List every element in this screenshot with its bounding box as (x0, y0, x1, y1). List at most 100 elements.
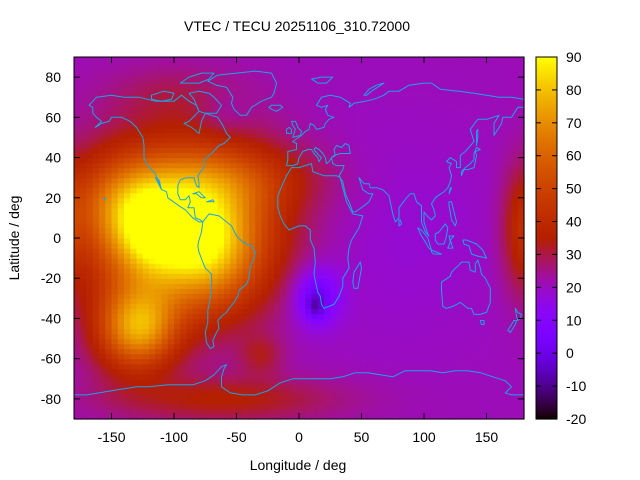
heatmap-cell (142, 393, 150, 400)
heatmap-cell (405, 288, 413, 294)
heatmap-cell (311, 268, 319, 274)
heatmap-cell (399, 102, 406, 108)
heatmap-cell (199, 338, 206, 345)
heatmap-cell (174, 92, 181, 98)
heatmap-cell (167, 122, 175, 128)
heatmap-cell (499, 243, 506, 249)
heatmap-cell (136, 248, 144, 254)
heatmap-cell (92, 112, 100, 118)
heatmap-cell (186, 363, 194, 370)
heatmap-cell (430, 303, 438, 309)
heatmap-cell (411, 308, 419, 315)
heatmap-cell (155, 57, 163, 63)
heatmap-cell (311, 308, 319, 315)
heatmap-cell (174, 107, 181, 113)
heatmap-cell (261, 403, 269, 410)
heatmap-cell (130, 57, 138, 63)
heatmap-cell (411, 207, 419, 214)
heatmap-cell (74, 358, 81, 365)
heatmap-cell (411, 197, 419, 204)
heatmap-cell (436, 117, 444, 123)
heatmap-cell (149, 278, 156, 284)
heatmap-cell (199, 363, 206, 370)
heatmap-cell (124, 308, 131, 315)
heatmap-cell (130, 368, 138, 375)
heatmap-cell (92, 127, 100, 134)
heatmap-cell (80, 363, 88, 370)
heatmap-cell (311, 368, 319, 375)
heatmap-cell (374, 187, 381, 194)
heatmap-cell (392, 353, 400, 360)
heatmap-cell (217, 368, 225, 375)
heatmap-cell (405, 97, 413, 103)
heatmap-cell (136, 207, 144, 214)
heatmap-cell (461, 77, 469, 83)
heatmap-cell (136, 192, 144, 199)
heatmap-cell (417, 132, 425, 139)
heatmap-cell (92, 187, 100, 194)
heatmap-cell (124, 167, 131, 174)
heatmap-cell (411, 227, 419, 234)
heatmap-cell (142, 293, 150, 299)
heatmap-cell (330, 358, 338, 365)
heatmap-cell (136, 253, 144, 259)
heatmap-cell (174, 97, 181, 103)
heatmap-cell (155, 408, 163, 415)
heatmap-cell (474, 152, 481, 159)
heatmap-cell (280, 127, 288, 134)
heatmap-cell (117, 373, 125, 380)
heatmap-cell (80, 127, 88, 134)
heatmap-cell (274, 82, 281, 88)
heatmap-cell (80, 97, 88, 103)
heatmap-cell (311, 288, 319, 294)
heatmap-cell (174, 177, 181, 184)
heatmap-cell (92, 207, 100, 214)
heatmap-cell (299, 117, 306, 123)
heatmap-cell (299, 268, 306, 274)
heatmap-cell (355, 343, 363, 350)
heatmap-cell (442, 308, 450, 315)
heatmap-cell (374, 408, 381, 415)
heatmap-cell (217, 137, 225, 144)
heatmap-cell (142, 253, 150, 259)
heatmap-cell (392, 157, 400, 164)
heatmap-cell (130, 298, 138, 304)
heatmap-cell (361, 298, 369, 304)
heatmap-cell (292, 132, 300, 139)
heatmap-cell (99, 353, 106, 360)
heatmap-cell (411, 152, 419, 159)
heatmap-cell (242, 348, 250, 355)
heatmap-cell (280, 77, 288, 83)
heatmap-cell (174, 202, 181, 209)
heatmap-cell (336, 353, 344, 360)
heatmap-cell (386, 72, 394, 78)
heatmap-cell (292, 232, 300, 239)
heatmap-cell (424, 162, 431, 169)
heatmap-cell (417, 293, 425, 299)
heatmap-cell (217, 142, 225, 149)
heatmap-cell (261, 303, 269, 309)
heatmap-cell (386, 273, 394, 279)
heatmap-cell (330, 313, 338, 320)
heatmap-cell (349, 413, 356, 420)
heatmap-cell (286, 227, 294, 234)
heatmap-cell (499, 353, 506, 360)
heatmap-cell (367, 92, 375, 98)
heatmap-cell (467, 388, 475, 395)
heatmap-cell (242, 343, 250, 350)
heatmap-cell (205, 348, 213, 355)
heatmap-cell (99, 207, 106, 214)
heatmap-cell (367, 62, 375, 68)
heatmap-cell (492, 192, 500, 199)
heatmap-cell (467, 363, 475, 370)
heatmap-cell (367, 398, 375, 405)
heatmap-cell (342, 72, 350, 78)
heatmap-cell (74, 378, 81, 385)
heatmap-cell (324, 182, 331, 189)
heatmap-cell (92, 82, 100, 88)
heatmap-cell (261, 147, 269, 154)
heatmap-cell (111, 268, 119, 274)
heatmap-cell (249, 162, 256, 169)
heatmap-cell (124, 338, 131, 345)
heatmap-cell (180, 253, 188, 259)
